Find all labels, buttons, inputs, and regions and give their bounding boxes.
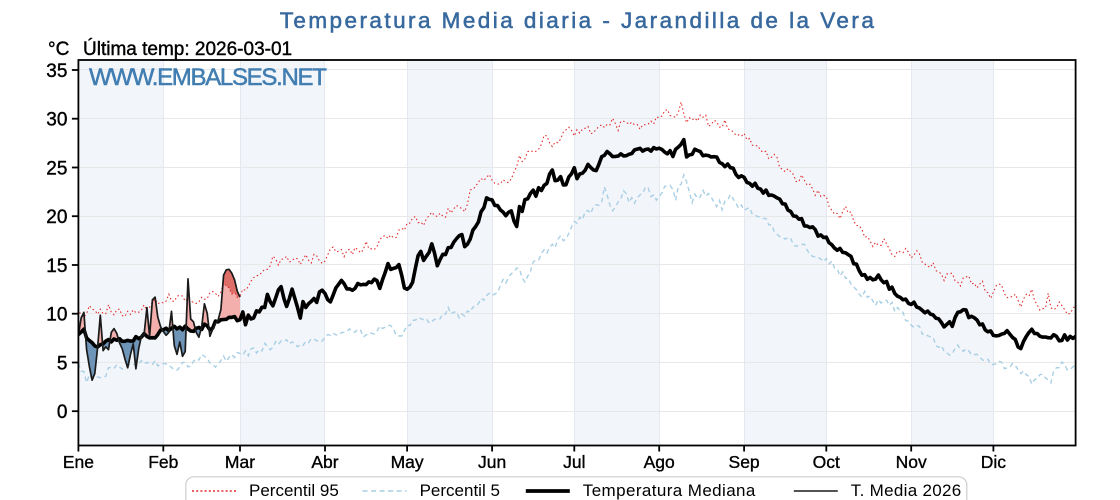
svg-text:Ene: Ene: [63, 452, 94, 472]
svg-text:Mar: Mar: [225, 452, 255, 472]
svg-text:Dic: Dic: [981, 452, 1007, 472]
svg-text:Jul: Jul: [563, 452, 585, 472]
svg-text:Sep: Sep: [729, 452, 760, 472]
svg-text:Temperatura Media diaria - Jar: Temperatura Media diaria - Jarandilla de…: [280, 8, 877, 33]
svg-text:Ago: Ago: [644, 452, 675, 472]
svg-text:Feb: Feb: [148, 452, 178, 472]
svg-text:Nov: Nov: [896, 452, 927, 472]
svg-text:WWW.EMBALSES.NET: WWW.EMBALSES.NET: [89, 64, 327, 91]
svg-text:Abr: Abr: [311, 452, 338, 472]
svg-text:Percentil 5: Percentil 5: [420, 481, 500, 500]
svg-text:Última temp: 2026-03-01: Última temp: 2026-03-01: [83, 38, 292, 60]
svg-text:0: 0: [57, 402, 68, 423]
svg-text:15: 15: [46, 256, 67, 277]
svg-text:20: 20: [46, 207, 67, 228]
svg-text:Percentil 95: Percentil 95: [249, 481, 339, 500]
svg-text:30: 30: [46, 110, 67, 131]
svg-text:°C: °C: [48, 39, 69, 60]
svg-text:25: 25: [46, 158, 67, 179]
svg-text:35: 35: [46, 61, 67, 82]
svg-text:May: May: [391, 452, 424, 472]
svg-text:T. Media 2026: T. Media 2026: [851, 481, 962, 500]
svg-text:5: 5: [57, 353, 68, 374]
svg-text:Oct: Oct: [813, 452, 840, 472]
svg-text:10: 10: [46, 305, 67, 326]
svg-text:Jun: Jun: [478, 452, 506, 472]
svg-text:Temperatura Mediana: Temperatura Mediana: [583, 481, 756, 500]
